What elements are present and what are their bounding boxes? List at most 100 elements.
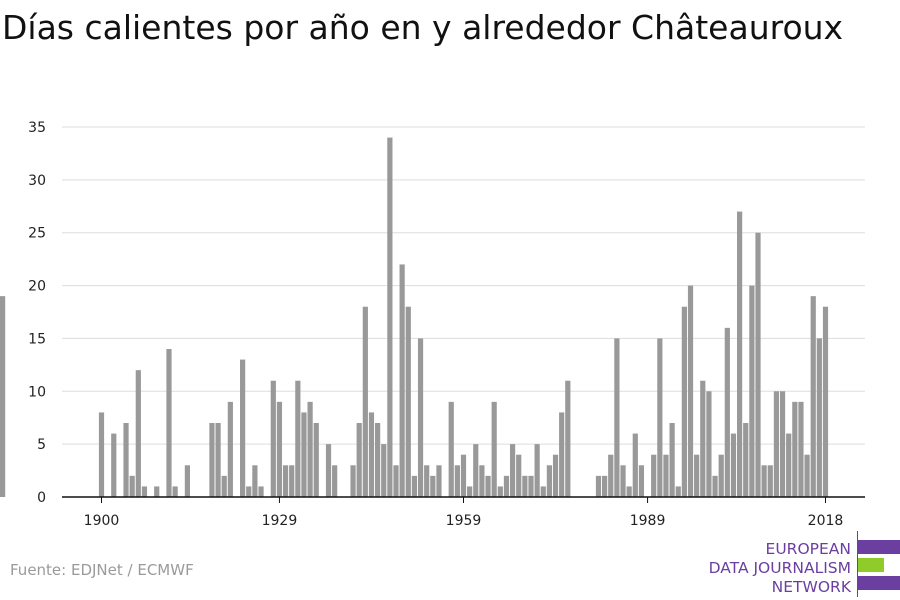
x-tick-label: 2018 bbox=[808, 513, 844, 529]
bar bbox=[0, 296, 6, 497]
bar bbox=[123, 423, 129, 497]
bar bbox=[166, 349, 172, 497]
bar bbox=[332, 465, 338, 497]
bar bbox=[767, 465, 773, 497]
bar bbox=[761, 465, 767, 497]
bar bbox=[810, 296, 816, 497]
bar bbox=[98, 412, 105, 497]
bar bbox=[111, 433, 117, 497]
bar bbox=[706, 391, 712, 497]
bar bbox=[240, 359, 246, 497]
bar bbox=[779, 391, 786, 497]
x-axis: 1900 1929 1959 1989 2018 bbox=[62, 496, 865, 529]
bar bbox=[694, 454, 700, 497]
bar bbox=[368, 412, 375, 497]
bar bbox=[724, 327, 730, 497]
x-tick-label: 1929 bbox=[262, 513, 298, 529]
logo-divider bbox=[857, 531, 858, 597]
bar bbox=[460, 454, 467, 497]
y-tick-label: 20 bbox=[28, 279, 46, 295]
bar bbox=[282, 465, 289, 497]
bar bbox=[129, 475, 135, 497]
bar bbox=[387, 137, 393, 497]
bar bbox=[381, 444, 387, 497]
bar bbox=[559, 412, 565, 497]
bar bbox=[663, 454, 669, 497]
bar bbox=[221, 475, 227, 497]
bar bbox=[718, 454, 724, 497]
logo-bar-green bbox=[858, 558, 884, 572]
y-tick-label: 25 bbox=[28, 226, 46, 242]
bar bbox=[350, 465, 356, 497]
bar bbox=[485, 475, 491, 497]
bar bbox=[712, 475, 718, 497]
logo-line: NETWORK bbox=[771, 578, 851, 596]
bar bbox=[681, 306, 687, 497]
bar bbox=[258, 486, 264, 497]
bar bbox=[755, 232, 761, 497]
bar bbox=[209, 423, 215, 497]
bar bbox=[804, 454, 810, 497]
y-tick-label: 5 bbox=[37, 437, 46, 453]
y-axis-ticks: 0 5 10 15 20 25 30 35 bbox=[28, 120, 46, 506]
bar bbox=[270, 380, 276, 497]
bar bbox=[632, 433, 638, 497]
bar bbox=[608, 454, 614, 497]
bar bbox=[497, 486, 503, 497]
bar bbox=[620, 465, 626, 497]
bar bbox=[614, 338, 620, 497]
bar bbox=[307, 401, 313, 497]
bar bbox=[749, 285, 755, 497]
bar bbox=[816, 338, 822, 497]
bar bbox=[436, 465, 442, 497]
bar bbox=[430, 475, 436, 497]
bar bbox=[301, 412, 307, 497]
bar bbox=[393, 465, 399, 497]
bar bbox=[479, 465, 485, 497]
bar bbox=[743, 423, 749, 497]
bar bbox=[276, 401, 283, 497]
bar bbox=[289, 465, 295, 497]
bar bbox=[651, 454, 657, 497]
bar bbox=[491, 401, 497, 497]
bar bbox=[246, 486, 252, 497]
bar bbox=[687, 285, 694, 497]
y-tick-label: 30 bbox=[28, 173, 46, 189]
x-tick-label: 1900 bbox=[84, 513, 120, 529]
bar bbox=[626, 486, 632, 497]
bar bbox=[454, 465, 460, 497]
bar bbox=[540, 486, 546, 497]
bar bbox=[325, 444, 332, 497]
logo-line: DATA JOURNALISM bbox=[708, 559, 851, 577]
bar bbox=[399, 264, 405, 497]
logo-bar-purple bbox=[858, 540, 900, 554]
bar bbox=[473, 444, 479, 497]
chart-title: Días calientes por año en y alrededor Ch… bbox=[2, 8, 844, 47]
bar bbox=[595, 475, 602, 497]
bar bbox=[786, 433, 792, 497]
bar bbox=[534, 444, 540, 497]
bar bbox=[798, 401, 804, 497]
bar bbox=[467, 486, 473, 497]
bar bbox=[565, 380, 571, 497]
bar bbox=[822, 306, 829, 497]
bar bbox=[503, 475, 510, 497]
bar bbox=[405, 306, 411, 497]
x-tick-label: 1989 bbox=[630, 513, 666, 529]
bar bbox=[417, 338, 424, 497]
bar bbox=[172, 486, 178, 497]
bar bbox=[546, 465, 552, 497]
bar bbox=[227, 401, 233, 497]
bar bbox=[700, 380, 706, 497]
bar bbox=[295, 380, 301, 497]
bar bbox=[737, 211, 743, 497]
bar bbox=[215, 423, 221, 497]
bar bbox=[792, 401, 798, 497]
bar bbox=[638, 465, 645, 497]
bar bbox=[411, 475, 418, 497]
bar bbox=[516, 454, 522, 497]
y-tick-label: 0 bbox=[37, 490, 46, 506]
y-tick-label: 15 bbox=[28, 331, 46, 347]
bar bbox=[362, 306, 368, 497]
